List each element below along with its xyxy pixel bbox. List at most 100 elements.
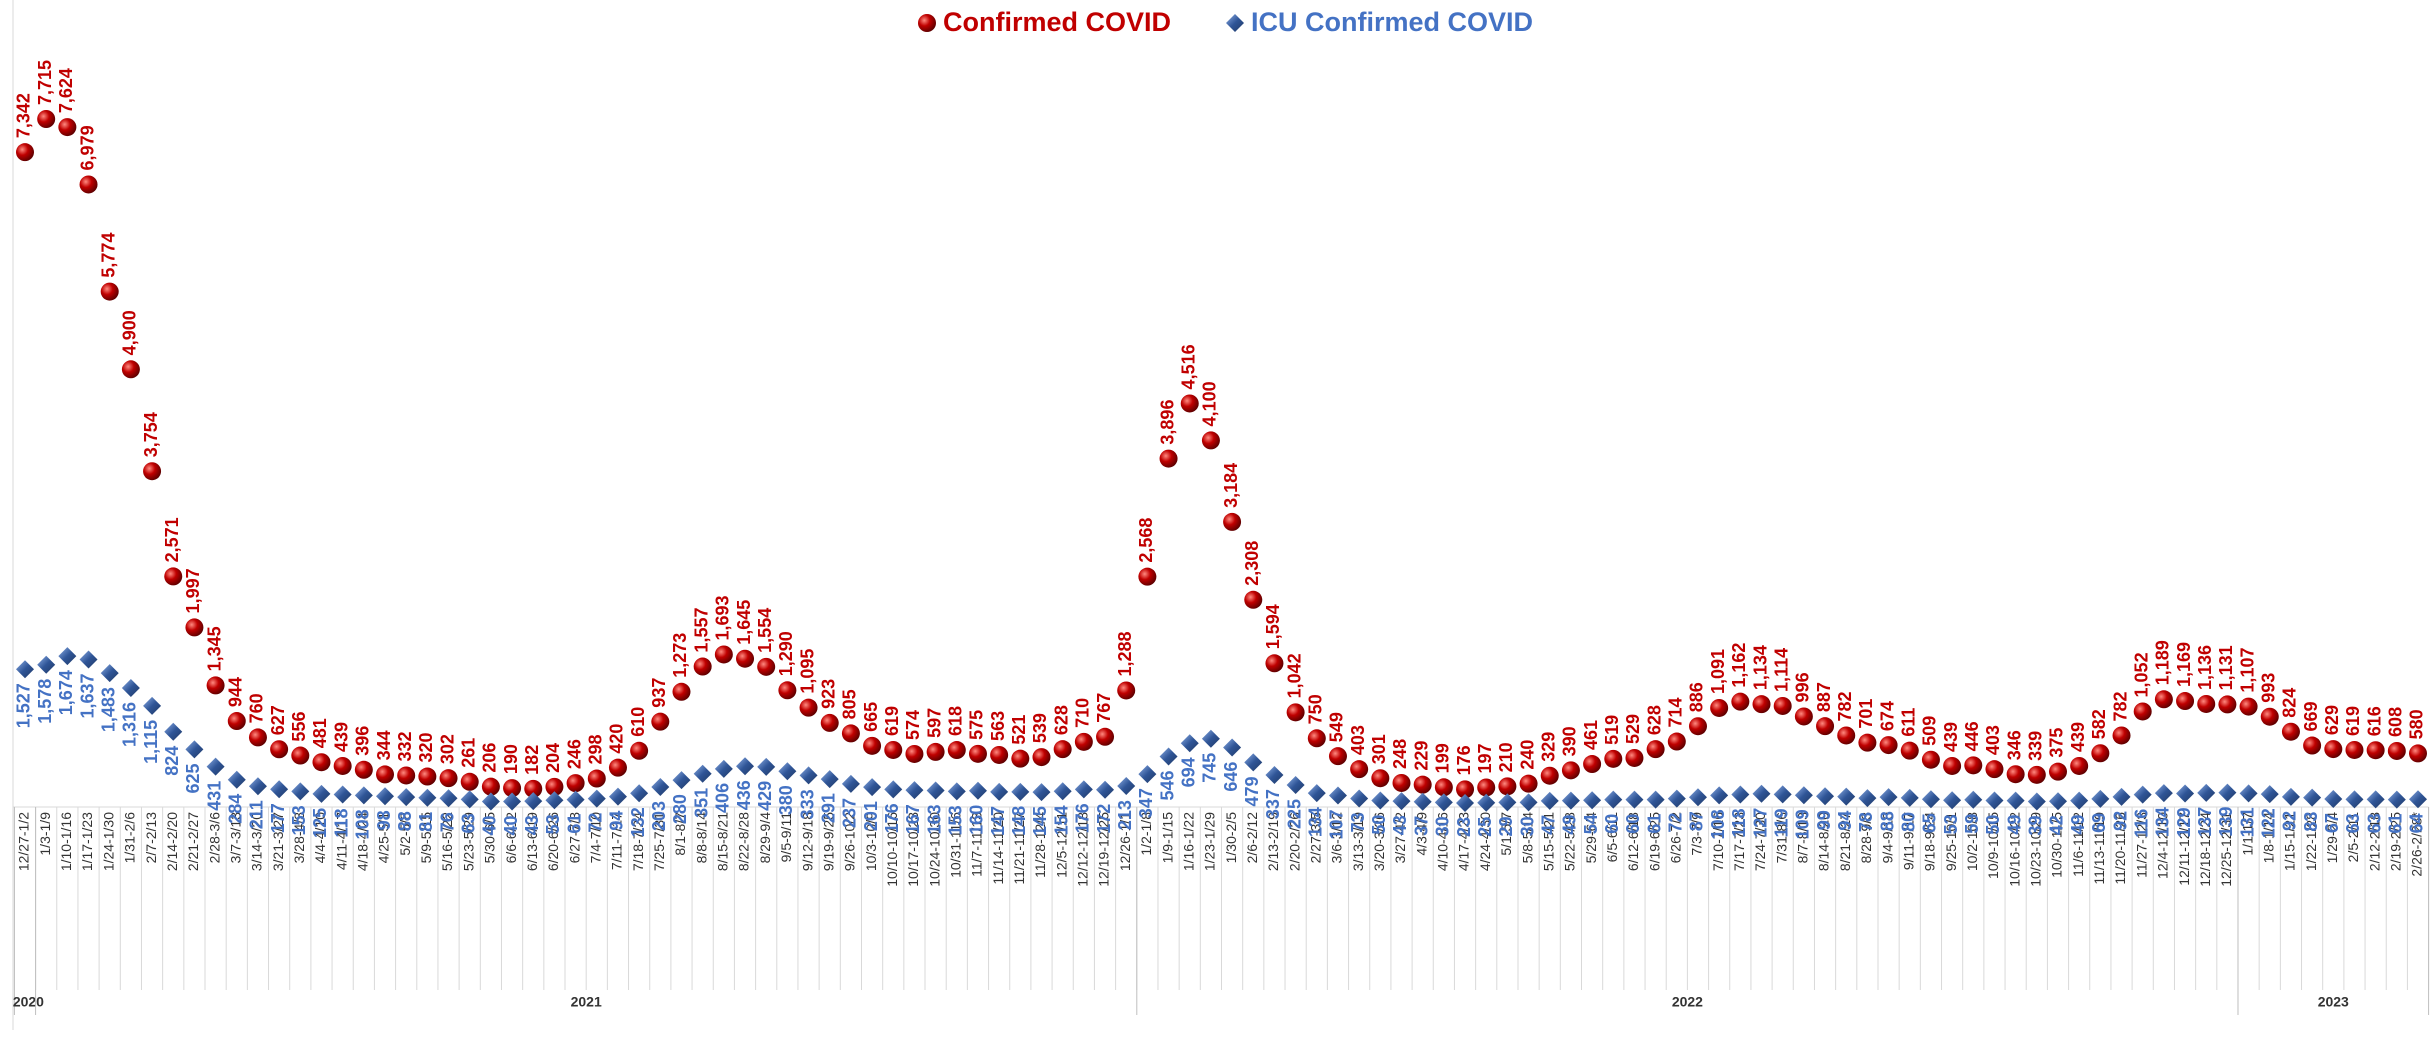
point xyxy=(143,696,162,715)
point xyxy=(1032,783,1051,802)
point xyxy=(185,740,204,759)
point xyxy=(1307,784,1326,803)
data-label: 436 xyxy=(734,780,754,810)
data-label: 563 xyxy=(988,711,1008,741)
x-tick-label: 2/27-3/5 xyxy=(1307,812,1323,864)
point xyxy=(1625,748,1644,767)
data-label: 351 xyxy=(691,788,711,818)
x-tick-label: 11/28-12/4 xyxy=(1032,812,1048,878)
point xyxy=(2112,787,2131,806)
point xyxy=(1710,698,1729,717)
data-label: 49 xyxy=(2068,815,2088,835)
data-label: 611 xyxy=(1899,708,1919,737)
data-label: 339 xyxy=(2026,731,2046,761)
data-label: 30 xyxy=(1517,816,1537,836)
point xyxy=(1096,727,1115,746)
point xyxy=(1328,786,1347,805)
point xyxy=(1646,740,1665,759)
x-tick-label: 6/12-6/18 xyxy=(1625,812,1641,871)
data-label: 610 xyxy=(628,707,648,737)
point xyxy=(1943,756,1962,775)
point xyxy=(2027,765,2046,784)
data-label: 439 xyxy=(1941,722,1961,752)
data-label: 60 xyxy=(1602,814,1622,834)
x-tick-label: 1/15-1/21 xyxy=(2282,812,2298,871)
data-label: 750 xyxy=(1306,694,1326,724)
point xyxy=(1011,782,1030,801)
data-label: 134 xyxy=(2153,807,2173,837)
x-tick-label: 7/17-7/23 xyxy=(1731,812,1747,871)
x-tick-label: 3/28-4/3 xyxy=(291,812,307,864)
point xyxy=(799,766,818,785)
point xyxy=(1900,741,1919,760)
point xyxy=(2048,762,2067,781)
point xyxy=(1879,788,1898,807)
data-label: 1,114 xyxy=(1771,648,1791,692)
point xyxy=(1392,773,1411,792)
point xyxy=(2091,744,2110,763)
data-label: 23 xyxy=(1454,817,1474,837)
point xyxy=(947,741,966,760)
point xyxy=(1561,791,1580,810)
data-label: 301 xyxy=(1369,734,1389,764)
point xyxy=(2070,756,2089,775)
data-label: 59 xyxy=(1962,814,1982,834)
data-label: 3,184 xyxy=(1221,463,1241,508)
point xyxy=(439,769,458,788)
point xyxy=(1032,748,1051,767)
x-tick-label: 8/8-8/14 xyxy=(693,812,709,864)
data-label: 201 xyxy=(861,801,881,831)
data-label: 119 xyxy=(1771,808,1791,837)
data-label: 167 xyxy=(903,804,923,834)
x-tick-label: 10/30-11/5 xyxy=(2049,812,2065,878)
data-label: 1,115 xyxy=(141,720,161,764)
point xyxy=(587,769,606,788)
x-tick-label: 7/25-7/31 xyxy=(651,812,667,871)
x-tick-label: 1/31-2/6 xyxy=(122,812,138,864)
data-label: 1,042 xyxy=(1284,653,1304,698)
x-tick-label: 1/10-1/16 xyxy=(58,812,74,871)
data-label: 608 xyxy=(2386,707,2406,737)
point xyxy=(799,698,818,717)
x-tick-label: 2/21-2/27 xyxy=(185,812,201,871)
x-tick-label: 7/11-7/17 xyxy=(609,812,625,870)
x-tick-label: 10/16-10/22 xyxy=(2006,812,2022,887)
x-tick-label: 7/4-7/10 xyxy=(587,812,603,864)
point xyxy=(1117,777,1136,796)
point xyxy=(1328,747,1347,766)
point xyxy=(2409,744,2427,763)
data-label: 993 xyxy=(2259,673,2279,703)
data-label: 160 xyxy=(967,805,987,835)
data-label: 229 xyxy=(1411,741,1431,771)
point xyxy=(608,758,627,777)
data-label: 403 xyxy=(1983,725,2003,755)
point xyxy=(1286,775,1305,794)
x-tick-label: 12/4-12/10 xyxy=(2155,812,2171,879)
point xyxy=(2281,787,2300,806)
point xyxy=(2303,736,2322,755)
data-label: 390 xyxy=(1560,726,1580,756)
x-tick-label: 1/8-1/14 xyxy=(2260,812,2276,864)
x-tick-label: 2/6-2/12 xyxy=(1244,812,1260,864)
x-tick-label: 10/17-10/23 xyxy=(905,812,921,887)
data-label: 50 xyxy=(1369,815,1389,835)
data-label: 76 xyxy=(437,812,457,832)
data-label: 1,288 xyxy=(1115,631,1135,676)
data-label: 1,345 xyxy=(204,626,224,671)
point xyxy=(566,774,585,793)
point xyxy=(2303,788,2322,807)
point xyxy=(2048,792,2067,811)
point xyxy=(757,657,776,676)
point xyxy=(1688,717,1707,736)
data-label: 65 xyxy=(1920,813,1940,833)
data-label: 3,754 xyxy=(141,412,161,457)
point xyxy=(1201,431,1220,450)
data-label: 54 xyxy=(1581,814,1601,834)
x-tick-label: 6/26-7/2 xyxy=(1668,812,1684,864)
point xyxy=(524,779,543,798)
data-label: 2,308 xyxy=(1242,541,1262,586)
data-label: 225 xyxy=(1284,799,1304,829)
data-label: 616 xyxy=(2364,706,2384,736)
data-label: 298 xyxy=(586,734,606,764)
data-label: 574 xyxy=(903,710,923,740)
